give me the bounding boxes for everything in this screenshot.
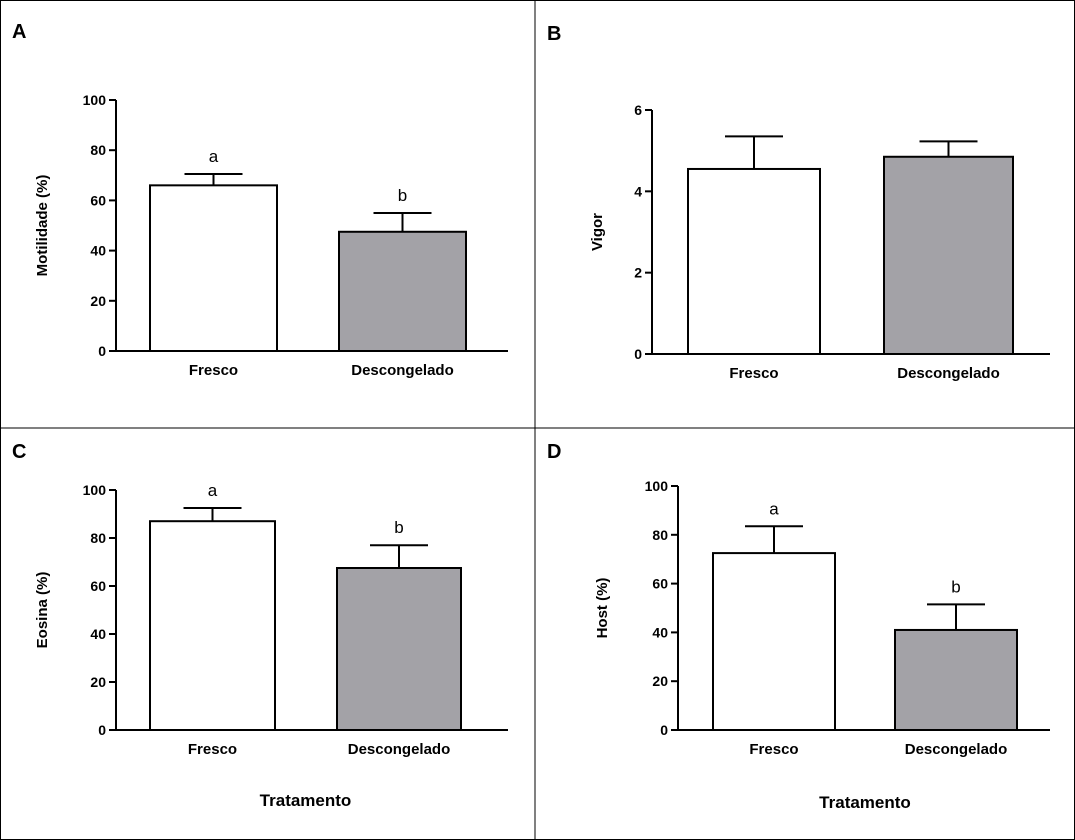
bar-fresco [712,552,836,731]
y-tick-label: 40 [652,624,668,640]
y-tick-label: 100 [83,482,107,498]
y-tick-label: 20 [90,293,106,309]
y-tick-label: 0 [660,722,668,738]
x-axis-label: Tratamento [260,791,352,810]
panel-letter: A [12,21,26,43]
significance-letter: a [209,147,219,166]
y-tick-label: 4 [634,183,642,199]
significance-letter: a [769,499,779,518]
y-tick-label: 6 [634,102,642,118]
significance-letter: b [951,577,960,596]
chart-panel-b: B 0 2 4 6 Vigor Fresco Descongelado [547,23,1050,382]
y-tick-label: 60 [652,576,668,592]
y-tick-label: 60 [90,192,106,208]
y-tick-label: 40 [90,626,106,642]
y-tick-label: 20 [90,674,106,690]
bar-fresco [149,520,276,732]
panel-letter: D [547,441,561,463]
y-tick-label: 2 [634,265,642,281]
bar-descongelado [883,155,1014,355]
y-tick-label: 100 [83,92,107,108]
panel-letter: B [547,23,561,45]
x-tick-label: Descongelado [351,362,454,379]
significance-letter: b [394,518,403,537]
x-tick-label: Fresco [749,741,798,758]
bar-fresco [149,184,278,352]
y-tick-label: 80 [90,530,106,546]
bar-descongelado [894,628,1018,732]
y-tick-label: 0 [634,346,642,362]
bar-descongelado [338,230,467,352]
x-tick-label: Fresco [188,741,237,758]
y-axis-label: Vigor [589,213,606,251]
x-tick-label: Descongelado [348,741,451,758]
y-tick-label: 0 [98,343,106,359]
chart-panel-c: C 0 20 40 60 80 100 Eosina (%) a Fresco b Descongel… [12,441,508,810]
x-tick-label: Fresco [729,365,778,382]
x-tick-label: Descongelado [905,741,1008,758]
y-tick-label: 80 [652,527,668,543]
chart-panel-a: A 0 20 40 60 80 100 Motilidade (%) a Fresco b Desco… [12,21,508,379]
y-tick-label: 20 [652,673,668,689]
x-axis-label: Tratamento [819,793,911,812]
y-axis-label: Host (%) [594,578,611,639]
y-axis-label: Motilidade (%) [34,175,51,277]
chart-panel-d: D 0 20 40 60 80 100 Host (%) a Fresco b Descongelad… [547,441,1050,812]
y-tick-label: 60 [90,578,106,594]
panel-letter: C [12,441,26,463]
y-tick-label: 100 [645,478,669,494]
y-tick-label: 40 [90,243,106,259]
significance-letter: b [398,186,407,205]
x-tick-label: Fresco [189,362,238,379]
y-tick-label: 80 [90,142,106,158]
y-tick-label: 0 [98,722,106,738]
significance-letter: a [208,481,218,500]
x-tick-label: Descongelado [897,365,1000,382]
bar-descongelado [336,567,462,731]
y-axis-label: Eosina (%) [34,572,51,649]
bar-fresco [687,167,821,355]
